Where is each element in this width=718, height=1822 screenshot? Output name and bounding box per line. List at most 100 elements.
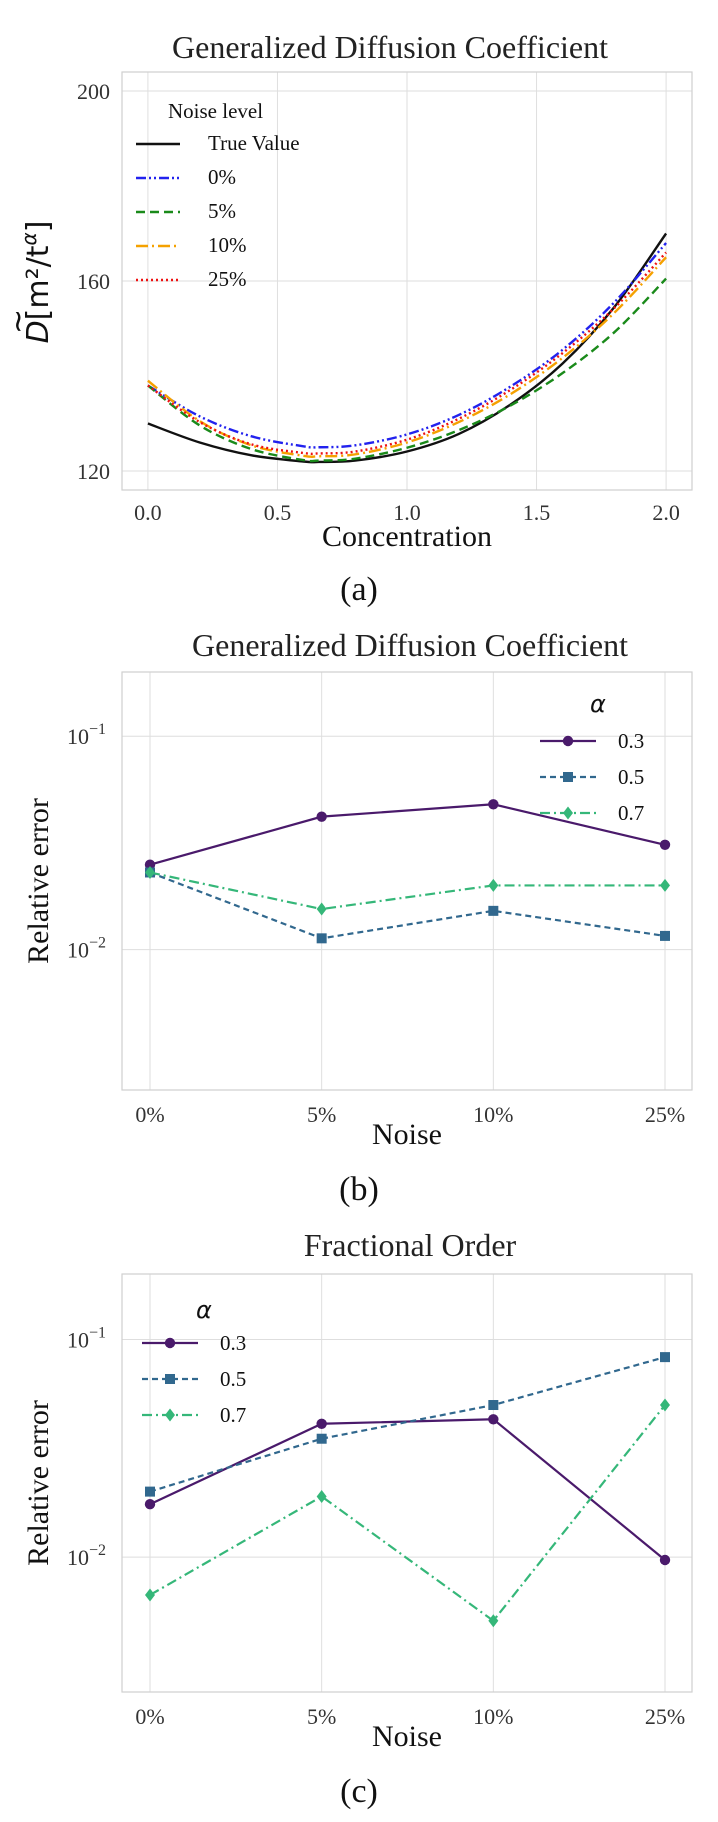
panel-c-point-0-0 [144,1499,156,1510]
panel-c: Fractional Order 0% 5% 10% 25% 10−210−1 Noi… [22,1227,693,1810]
panel-b-point-2-1 [316,902,327,916]
panel-b-series-line-0 [149,803,666,866]
panel-a-ylabel-close: ] [21,221,56,233]
panel-c-ytick-base: 10 [67,1328,89,1353]
panel-b-xticks: 0% 5% 10% 25% [135,1102,685,1127]
panel-b-caption: (b) [339,1171,379,1208]
panel-c-legend-marker-2 [165,1408,175,1422]
panel-c-point-0-3 [659,1554,671,1566]
panel-c-ytick-exp: −1 [89,1325,106,1342]
panel-a-series [147,232,668,464]
panel-b-frame [121,671,693,1091]
panel-b-legend-marker-2 [563,806,573,820]
panel-a-legend-label-2: 5% [208,199,236,223]
panel-b-point-1-2 [488,905,499,916]
panel-b-point-1-3 [660,930,670,941]
panel-b-yticks: 10−210−1 [67,721,106,962]
panel-b-point-2-3 [660,878,670,892]
panel-b-point-2-2 [488,878,499,892]
panel-a-series-line-0 [147,232,668,464]
panel-c-ytick-exp: −2 [89,1542,106,1559]
panel-b-ytick-label: 10−2 [67,935,106,963]
panel-c-point-0-1 [316,1418,327,1429]
panel-a: Generalized Diffusion Coefficient 0.0 0.5… [1,29,693,608]
panel-a-xtick-label: 0.0 [134,500,162,525]
panel-a-series-line-1 [147,242,667,449]
panel-c-point-0-2 [488,1414,499,1425]
panel-b-ytick-exp: −1 [89,721,106,738]
panel-c-point-1-2 [488,1400,499,1411]
panel-c-caption: (c) [340,1773,378,1810]
panel-b-xtick-label: 5% [307,1102,336,1127]
panel-a-ylabel-base: D [21,320,56,343]
panel-b-legend-label-0: 0.3 [618,729,644,753]
panel-a-ylabel-tilde: ~ [1,309,36,334]
panel-b-grid [122,672,692,1090]
panel-a-ylabel: D[m²/tα] ~ [1,221,56,344]
panel-c-series-line-1 [149,1356,666,1493]
panel-b-point-0-3 [659,839,671,850]
panel-a-series-line-4 [147,251,667,456]
panel-c-legend-marker-1 [165,1374,175,1384]
panel-b-point-0-1 [316,811,327,822]
panel-a-ytick-label: 200 [77,79,110,104]
panel-a-xtick-label: 0.5 [264,500,292,525]
panel-a-series-line-3 [147,256,667,459]
panel-a-legend-label-1: 0% [208,165,236,189]
panel-b-point-2-0 [145,865,155,879]
panel-b-point-1-1 [316,933,327,944]
panel-a-yticks: 120 160 200 [77,79,110,484]
panel-a-xtick-label: 2.0 [652,500,680,525]
panel-b-legend-label-2: 0.7 [618,801,644,825]
panel-c-yticks: 10−210−1 [67,1325,106,1571]
panel-a-frame [121,71,693,491]
panel-a-legend-label-4: 25% [208,267,247,291]
panel-c-ytick-label: 10−1 [67,1325,106,1353]
panel-b-point-0-0 [144,859,156,870]
panel-b-legend: α 0.3 0.5 0.7 [540,690,644,825]
panel-b-title: Generalized Diffusion Coefficient [192,627,628,663]
panel-c-series [144,1352,671,1628]
panel-b-series [144,799,671,944]
panel-c-xtick-label: 5% [307,1704,336,1729]
panel-c-legend: α 0.3 0.5 0.7 [142,1296,246,1427]
panel-b-ytick-label: 10−1 [67,721,106,749]
panel-c-point-1-3 [660,1352,670,1363]
panel-b-xtick-label: 25% [645,1102,685,1127]
svg-text:D[m²/tα]: D[m²/tα] [17,221,56,344]
panel-c-title: Fractional Order [304,1227,517,1263]
panel-b-legend-marker-1 [563,772,573,782]
panel-b-legend-label-1: 0.5 [618,765,644,789]
panel-a-xtick-label: 1.5 [523,500,551,525]
panel-c-point-2-0 [145,1588,155,1602]
panel-a-caption: (a) [340,571,378,608]
panel-c-xtick-label: 0% [135,1704,164,1729]
panel-c-series-line-2 [149,1404,666,1623]
panel-c-legend-label-2: 0.7 [220,1403,246,1427]
panel-b: Generalized Diffusion Coefficient 0% 5% 10… [22,627,693,1208]
panel-b-ytick-base: 10 [67,938,89,963]
panel-b-legend-marker-0 [562,735,574,747]
panel-a-ylabel-unit: [m²/t [21,245,56,320]
panel-a-legend-label-3: 10% [208,233,247,257]
panel-a-xticks: 0.0 0.5 1.0 1.5 2.0 [134,500,680,525]
panel-a-legend-label-0: True Value [208,131,300,155]
panel-c-legend-title: α [196,1296,212,1324]
panel-a-series-line-2 [147,277,667,463]
panel-a-xlabel: Concentration [322,520,492,553]
panel-c-legend-marker-0 [164,1337,176,1349]
panel-c-point-1-1 [316,1433,327,1444]
panel-b-point-0-2 [488,799,499,810]
panel-c-ytick-label: 10−2 [67,1542,106,1570]
panel-a-xtick-label: 1.0 [393,500,421,525]
panel-a-title: Generalized Diffusion Coefficient [172,29,608,65]
panel-c-ylabel: Relative error [22,1400,55,1566]
panel-a-grid [122,72,692,490]
panel-b-xtick-label: 10% [473,1102,513,1127]
panel-b-ylabel: Relative error [22,798,55,964]
panel-c-xticks: 0% 5% 10% 25% [135,1704,685,1729]
panel-c-point-2-1 [316,1489,327,1503]
panel-a-legend: Noise level True Value 0% 5% 10% 25% [136,99,300,291]
panel-c-series-line-0 [149,1418,666,1561]
